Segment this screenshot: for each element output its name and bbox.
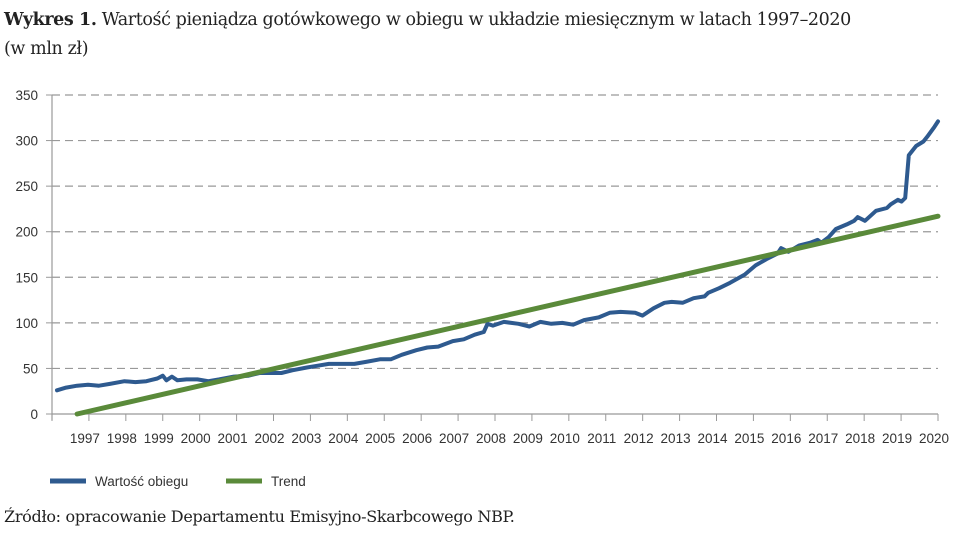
y-tick-label: 0 <box>30 407 38 422</box>
x-tick-label: 2020 <box>919 431 949 446</box>
x-tick-label: 2018 <box>845 431 875 446</box>
x-tick-label: 2002 <box>254 431 284 446</box>
figure-title: Wartość pieniądza gotówkowego w obiegu w… <box>101 10 852 30</box>
x-tick-label: 2001 <box>218 431 248 446</box>
x-tick-label: 2004 <box>328 431 359 446</box>
x-tick-label: 2007 <box>439 431 469 446</box>
y-axis: 0 50 100 150 200 250 300 350 <box>15 88 53 422</box>
x-tick-label: 1999 <box>144 431 174 446</box>
legend-label-wartosc-obiegu: Wartość obiegu <box>95 474 188 489</box>
series-line-wartosc-obiegu <box>55 119 940 393</box>
x-axis: 1997 1998 1999 2000 2001 2002 2003 2004 2005 2006… <box>51 413 949 446</box>
legend-label-trend: Trend <box>271 474 306 489</box>
x-tick-label: 2012 <box>624 431 654 446</box>
x-tick-label: 2010 <box>550 431 580 446</box>
series-line-trend <box>74 213 941 417</box>
x-tick-label: 2000 <box>181 431 211 446</box>
y-tick-label: 200 <box>15 225 38 240</box>
x-tick-label: 2005 <box>365 431 395 446</box>
x-tick-label: 2009 <box>513 431 543 446</box>
x-tick-label: 1998 <box>107 431 137 446</box>
y-tick-label: 100 <box>15 316 38 331</box>
x-tick-label: 2017 <box>808 431 838 446</box>
source-note: Źródło: opracowanie Departamentu Emisyjn… <box>4 507 515 526</box>
x-tick-label: 2008 <box>476 431 506 446</box>
y-tick-label: 350 <box>15 88 38 103</box>
y-tick-label: 150 <box>15 270 38 285</box>
y-tick-label: 300 <box>15 134 38 149</box>
x-tick-label: 2013 <box>661 431 691 446</box>
figure-label: Wykres 1. <box>4 10 97 30</box>
x-tick-label: 2003 <box>291 431 321 446</box>
x-tick-label: 2014 <box>697 431 728 446</box>
figure-unit: (w mln zł) <box>4 39 89 59</box>
x-tick-label: 2015 <box>734 431 764 446</box>
x-tick-label: 1997 <box>70 431 100 446</box>
x-tick-label: 2006 <box>402 431 432 446</box>
x-tick-label: 2019 <box>882 431 912 446</box>
gridlines <box>52 94 938 370</box>
y-tick-label: 50 <box>23 361 38 376</box>
y-tick-label: 250 <box>15 179 38 194</box>
x-tick-label: 2016 <box>771 431 801 446</box>
chart-title: Wykres 1. Wartość pieniądza gotówkowego … <box>4 6 964 64</box>
series-lines <box>55 119 941 417</box>
x-tick-label: 2011 <box>587 431 616 446</box>
legend: Wartość obiegu Trend <box>50 474 306 489</box>
